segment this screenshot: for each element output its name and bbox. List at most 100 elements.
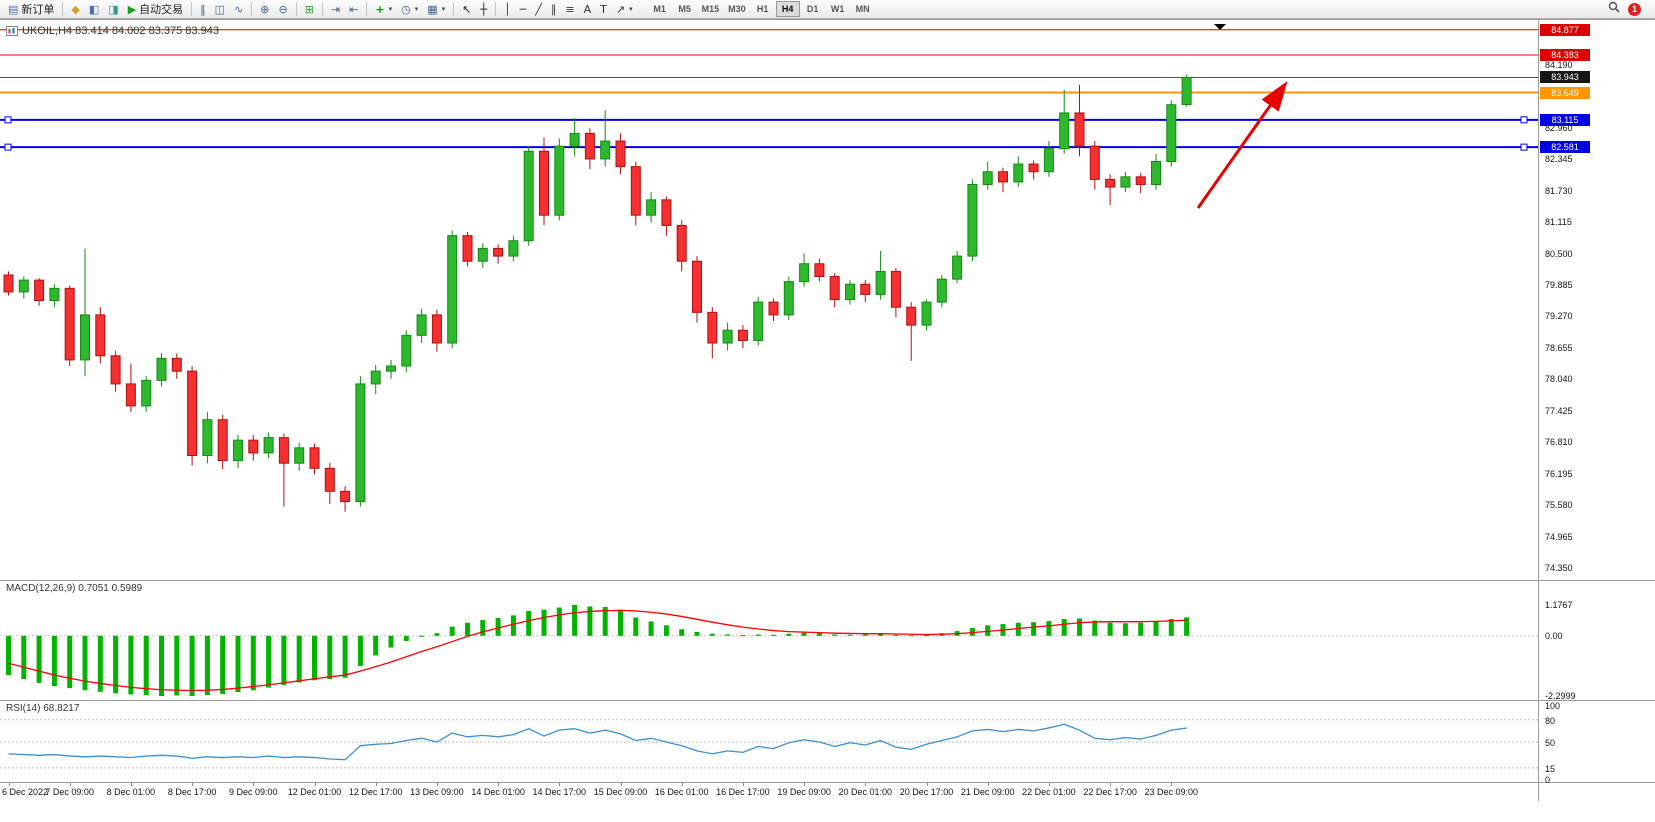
market-watch-button[interactable]: ◆ <box>67 1 83 18</box>
panel-separator[interactable] <box>0 580 1655 581</box>
timeframe-button-m15[interactable]: M15 <box>698 1 724 17</box>
timeframe-button-w1[interactable]: W1 <box>826 1 850 17</box>
arrow-object[interactable] <box>1196 81 1288 209</box>
macd-bar <box>694 631 700 636</box>
price-axis[interactable]: 84.19083.57582.96082.34581.73081.11580.5… <box>1539 20 1655 801</box>
macd-bar <box>143 635 149 696</box>
tile-windows-icon: ⊞ <box>304 2 314 16</box>
chevron-down-icon[interactable]: ▾ <box>629 6 633 13</box>
macd-bar <box>709 633 715 636</box>
arrows-button[interactable]: ↗ ▾ <box>612 1 637 18</box>
vertical-line-button[interactable]: │ <box>500 1 515 18</box>
panel-separator <box>0 782 1655 783</box>
horizontal-line-button[interactable]: ─ <box>516 1 531 18</box>
macd-bar <box>878 633 884 636</box>
timeframe-button-m1[interactable]: M1 <box>648 1 672 17</box>
navigator-button[interactable]: ◨ <box>104 1 122 18</box>
new-order-button[interactable]: ▤ 新订单 <box>4 1 58 18</box>
equidistant-channel-button[interactable]: ∥ <box>547 1 561 18</box>
macd-bar <box>541 609 547 636</box>
line-handle[interactable] <box>1520 143 1528 151</box>
auto-scroll-button[interactable]: ⇥ <box>327 1 344 18</box>
line-handle[interactable] <box>1520 116 1528 124</box>
bar-chart-icon: ‖ <box>200 2 206 16</box>
macd-bar <box>924 635 929 637</box>
toolbar-separator <box>62 2 64 16</box>
time-axis-label: 12 Dec 01:00 <box>287 787 342 797</box>
fibonacci-button[interactable]: ≡ <box>561 1 578 18</box>
line-handle[interactable] <box>4 143 12 151</box>
timeframe-button-d1[interactable]: D1 <box>801 1 825 17</box>
shift-marker-icon[interactable] <box>1214 24 1226 30</box>
cursor-button[interactable]: ↖ <box>458 1 475 18</box>
rsi-label: RSI(14) 68.8217 <box>6 703 80 714</box>
text-button[interactable]: A <box>580 1 596 18</box>
candle <box>936 278 947 303</box>
auto-scroll-icon: ⇥ <box>330 2 341 16</box>
horizontal-line-icon: ─ <box>519 2 527 16</box>
macd-bar <box>1138 622 1144 636</box>
data-window-icon: ◧ <box>88 2 100 16</box>
candle <box>340 490 351 503</box>
zoom-out-button[interactable]: ⊖ <box>275 1 292 18</box>
templates-button[interactable]: ▦ ▾ <box>423 1 449 18</box>
chart-shift-button[interactable]: ⇤ <box>345 1 362 18</box>
arrows-icon: ↗ <box>615 2 626 16</box>
candle <box>1135 176 1146 186</box>
candlestick-chart-button[interactable]: ◫ <box>211 1 229 18</box>
macd-bar <box>281 635 287 686</box>
search-icon[interactable] <box>1608 1 1620 18</box>
text-label-button[interactable]: T <box>596 1 611 18</box>
toolbar-separator <box>295 2 297 16</box>
templates-icon: ▦ <box>427 2 438 16</box>
new-order-label: 新订单 <box>21 4 55 16</box>
candle <box>768 301 779 316</box>
notification-badge[interactable]: 1 <box>1628 2 1641 16</box>
main-chart[interactable] <box>0 20 1538 580</box>
candle <box>982 171 993 186</box>
candle <box>217 419 228 462</box>
time-tick <box>681 783 683 786</box>
time-axis-label: 9 Dec 09:00 <box>229 787 278 797</box>
candle <box>156 357 167 381</box>
macd-bar <box>1092 620 1098 636</box>
price-axis-label: 76.195 <box>1545 468 1573 479</box>
new-order-icon: ▤ <box>8 2 19 16</box>
line-chart-button[interactable]: ∿ <box>230 1 247 18</box>
macd-axis-label: 0.00 <box>1545 630 1563 641</box>
candle <box>676 224 687 262</box>
line-handle[interactable] <box>4 116 12 124</box>
chevron-down-icon[interactable]: ▾ <box>441 6 446 13</box>
candle <box>278 437 289 464</box>
timeframe-button-h1[interactable]: H1 <box>751 1 775 17</box>
timeframe-button-m30[interactable]: M30 <box>724 1 750 17</box>
zoom-in-button[interactable]: ⊕ <box>256 1 273 18</box>
bar-chart-button[interactable]: ‖ <box>196 1 210 18</box>
trendline-button[interactable]: ╱ <box>531 1 546 18</box>
periods-button[interactable]: ◷ ▾ <box>397 1 422 18</box>
candle <box>814 263 825 278</box>
crosshair-button[interactable]: ┼ <box>476 1 491 18</box>
timeframe-button-mn[interactable]: MN <box>851 1 875 17</box>
macd-bar <box>985 625 991 636</box>
indicators-button[interactable]: + ▾ <box>371 1 396 18</box>
chevron-down-icon[interactable]: ▾ <box>388 6 393 13</box>
tile-windows-button[interactable]: ⊞ <box>301 1 318 18</box>
data-window-button[interactable]: ◧ <box>85 1 103 18</box>
macd-bar <box>587 606 593 636</box>
time-axis[interactable]: 6 Dec 2022 7 Dec 09:00 8 Dec 01:00 8 Dec 17… <box>0 783 1538 803</box>
time-axis-label: 22 Dec 01:00 <box>1022 787 1076 797</box>
rsi-axis-label: 50 <box>1545 738 1556 748</box>
panel-separator[interactable] <box>0 700 1655 701</box>
price-axis-separator <box>1538 20 1539 801</box>
timeframe-button-h4[interactable]: H4 <box>775 1 800 17</box>
chevron-down-icon[interactable]: ▾ <box>414 6 419 13</box>
candle <box>692 260 702 313</box>
macd-panel[interactable] <box>0 581 1538 700</box>
timeframe-button-m5[interactable]: M5 <box>673 1 697 17</box>
autotrade-button[interactable]: ▶ 自动交易 <box>124 1 187 18</box>
time-axis-label: 19 Dec 09:00 <box>777 787 831 797</box>
rsi-panel[interactable] <box>0 701 1538 782</box>
timeframe-toolbar: M1 M5 M15 M30 H1 H4 D1 W1 MN <box>648 1 875 17</box>
price-axis-label: 74.350 <box>1545 563 1573 573</box>
